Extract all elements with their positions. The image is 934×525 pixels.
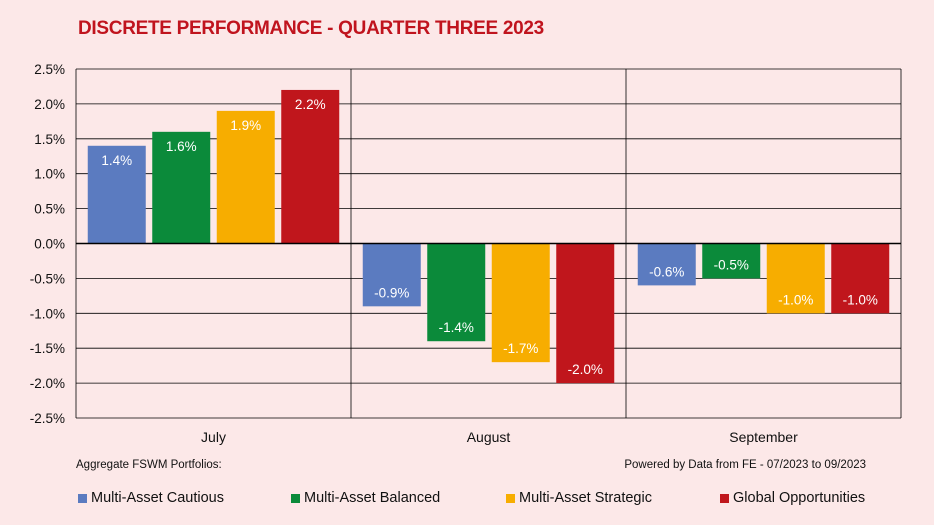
y-tick-label: -1.0%	[30, 306, 65, 321]
chart-title: DISCRETE PERFORMANCE - QUARTER THREE 202…	[78, 18, 544, 39]
legend-item: Multi-Asset Strategic	[506, 490, 652, 506]
bar-data-label: 2.2%	[295, 97, 326, 112]
y-tick-label: -2.5%	[30, 411, 65, 426]
legend-label: Multi-Asset Strategic	[519, 490, 652, 506]
y-tick-label: 0.0%	[34, 237, 65, 252]
legend-label: Multi-Asset Balanced	[304, 490, 441, 506]
bar-data-label: 1.6%	[166, 139, 197, 154]
bar-data-label: -0.6%	[649, 264, 684, 279]
bar-data-label: -0.9%	[374, 285, 409, 300]
bar	[281, 89, 340, 244]
x-tick-label: August	[467, 429, 511, 445]
bar	[152, 131, 211, 244]
bar-data-label: 1.4%	[101, 153, 132, 168]
legend-item: Multi-Asset Balanced	[291, 490, 440, 506]
bar	[637, 243, 696, 286]
x-tick-label: July	[201, 429, 226, 445]
bar-data-label: -0.5%	[714, 257, 749, 272]
bar-data-label: -1.0%	[843, 292, 878, 307]
legend-label: Global Opportunities	[733, 490, 866, 506]
bar	[702, 243, 761, 279]
bar-data-label: -1.4%	[439, 320, 474, 335]
bar	[427, 243, 486, 342]
legend-label: Multi-Asset Cautious	[91, 490, 224, 506]
y-tick-label: 1.5%	[34, 132, 65, 147]
bar-data-label: 1.9%	[230, 118, 261, 133]
y-tick-label: -0.5%	[30, 271, 65, 286]
legend-swatch	[506, 493, 515, 503]
y-tick-label: -2.0%	[30, 376, 65, 391]
bar	[87, 145, 146, 244]
y-tick-label: 2.0%	[34, 97, 65, 112]
bar	[491, 243, 550, 363]
bar	[831, 243, 890, 314]
legend-item: Multi-Asset Cautious	[78, 490, 224, 506]
footnote-portfolios: Aggregate FSWM Portfolios:	[76, 459, 222, 471]
legend-swatch	[291, 493, 300, 503]
bar	[556, 243, 615, 384]
x-tick-label: September	[729, 429, 798, 445]
footnote-data-source: Powered by Data from FE - 07/2023 to 09/…	[624, 459, 866, 471]
y-tick-label: 1.0%	[34, 167, 65, 182]
legend-swatch	[78, 493, 87, 503]
bar-data-label: -2.0%	[568, 362, 603, 377]
bar	[766, 243, 825, 314]
bar-data-label: -1.7%	[503, 341, 538, 356]
y-tick-label: 2.5%	[34, 62, 65, 77]
bar	[216, 110, 275, 244]
legend-item: Global Opportunities	[720, 490, 865, 506]
y-tick-label: -1.5%	[30, 341, 65, 356]
bar	[362, 243, 421, 307]
y-tick-label: 0.5%	[34, 202, 65, 217]
legend-swatch	[720, 493, 729, 503]
bar-data-label: -1.0%	[778, 292, 813, 307]
chart-legend: Multi-Asset Cautious Multi-Asset Balanced…	[78, 490, 898, 508]
